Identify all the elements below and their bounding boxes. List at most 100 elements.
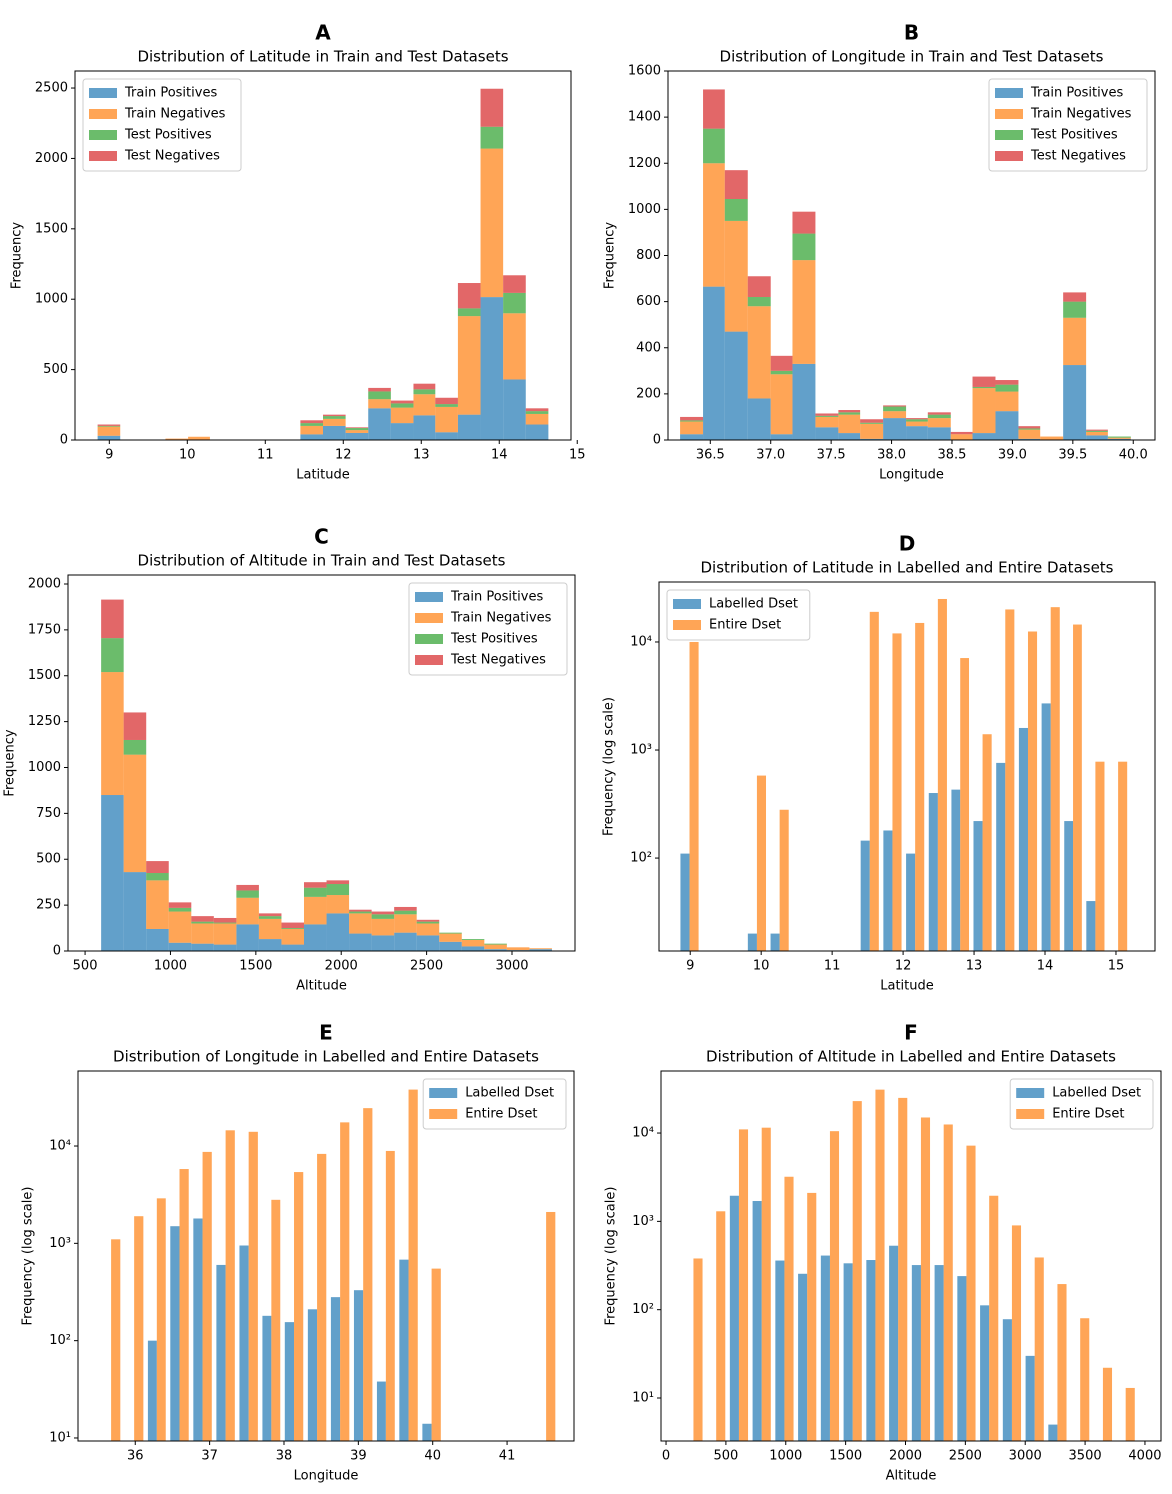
bar <box>756 775 767 951</box>
bar <box>480 297 504 440</box>
y-axis-label: Frequency <box>10 222 25 289</box>
x-axis-label: Altitude <box>886 1469 937 1484</box>
x-tick-label: 14 <box>491 448 508 463</box>
bar <box>770 370 793 375</box>
bar <box>326 895 350 914</box>
axes-frame <box>660 1070 1162 1442</box>
legend-swatch <box>429 1088 458 1098</box>
bar <box>1034 1257 1044 1441</box>
bar <box>416 923 440 936</box>
bar <box>323 416 346 419</box>
bar <box>883 830 893 951</box>
bar <box>906 418 928 420</box>
bar <box>168 907 192 912</box>
bar <box>1018 426 1041 429</box>
plot <box>97 88 549 440</box>
bar <box>281 944 304 951</box>
panel-letter: A <box>315 21 331 45</box>
x-tick-label: 500 <box>713 1449 738 1464</box>
x-tick-label: 2500 <box>949 1449 982 1464</box>
bar <box>815 415 839 417</box>
bar <box>770 933 780 951</box>
bar <box>680 416 704 421</box>
bar <box>461 939 485 947</box>
bar <box>146 873 169 881</box>
panel-letter: D <box>899 532 916 556</box>
bar <box>146 928 169 951</box>
bar <box>738 1129 749 1441</box>
bar <box>368 387 391 392</box>
bar <box>680 434 704 440</box>
y-tick-label: 1600 <box>628 64 661 79</box>
bar <box>972 433 996 440</box>
bar <box>97 435 121 440</box>
bar <box>747 933 757 951</box>
bar <box>330 1297 341 1441</box>
bar <box>439 941 462 951</box>
bar <box>371 935 395 951</box>
bar <box>525 424 549 440</box>
bar <box>123 872 147 951</box>
bar <box>889 1245 899 1441</box>
chart-title: Distribution of Latitude in Train and Te… <box>137 48 508 66</box>
y-tick-label: 2000 <box>28 576 61 591</box>
y-tick-label: 0 <box>60 433 68 448</box>
bar <box>236 924 259 951</box>
bar <box>1063 292 1087 302</box>
panel-letter: B <box>904 21 919 45</box>
bar <box>179 1169 189 1441</box>
bar <box>1002 1319 1012 1441</box>
x-tick-label: 40 <box>424 1449 441 1464</box>
bar <box>770 434 793 440</box>
bar <box>345 430 369 433</box>
y-tick-label: 800 <box>636 248 661 263</box>
bar <box>323 414 346 417</box>
y-tick-label: 10³ <box>49 1236 71 1251</box>
bar <box>457 283 481 309</box>
bar <box>1011 1225 1022 1441</box>
panel-letter: C <box>314 525 329 549</box>
bar <box>146 880 169 929</box>
y-tick-label: 600 <box>636 294 661 309</box>
bar <box>838 410 861 413</box>
legend: Labelled Dset Entire Dset <box>1009 1078 1154 1130</box>
y-tick-label: 500 <box>36 852 61 867</box>
bar <box>928 793 938 951</box>
bar <box>792 211 816 234</box>
y-tick-label: 1500 <box>35 221 68 236</box>
y-tick-label: 1500 <box>28 668 61 683</box>
bar <box>927 418 951 428</box>
bar <box>747 276 771 298</box>
bar <box>168 942 192 951</box>
bar <box>225 1130 235 1441</box>
bar <box>413 415 436 440</box>
x-tick-label: 12 <box>895 959 912 974</box>
bar <box>724 331 748 440</box>
y-axis-label: Frequency (log scale) <box>604 1187 619 1326</box>
bar <box>1048 1424 1058 1441</box>
bar <box>982 734 992 951</box>
bar <box>371 918 395 936</box>
bar <box>303 896 327 925</box>
bar <box>271 1199 281 1441</box>
bar <box>898 1097 908 1441</box>
axes-frame <box>77 1070 575 1442</box>
bar <box>300 420 323 424</box>
bar <box>747 306 771 399</box>
bar <box>680 853 690 951</box>
x-tick-label: 4000 <box>1128 1449 1161 1464</box>
bar <box>461 939 485 940</box>
bar <box>883 411 907 419</box>
bar <box>906 426 928 440</box>
bar <box>213 944 237 951</box>
bar <box>525 413 549 425</box>
bar <box>838 433 861 440</box>
y-axis-label: Frequency <box>603 222 618 289</box>
legend-label: Labelled Dset <box>709 597 798 612</box>
bar <box>927 427 951 440</box>
x-tick-label: 1500 <box>239 959 272 974</box>
bar <box>529 949 552 951</box>
bar <box>906 421 928 427</box>
y-tick-label: 500 <box>43 362 68 377</box>
bar <box>927 412 951 415</box>
